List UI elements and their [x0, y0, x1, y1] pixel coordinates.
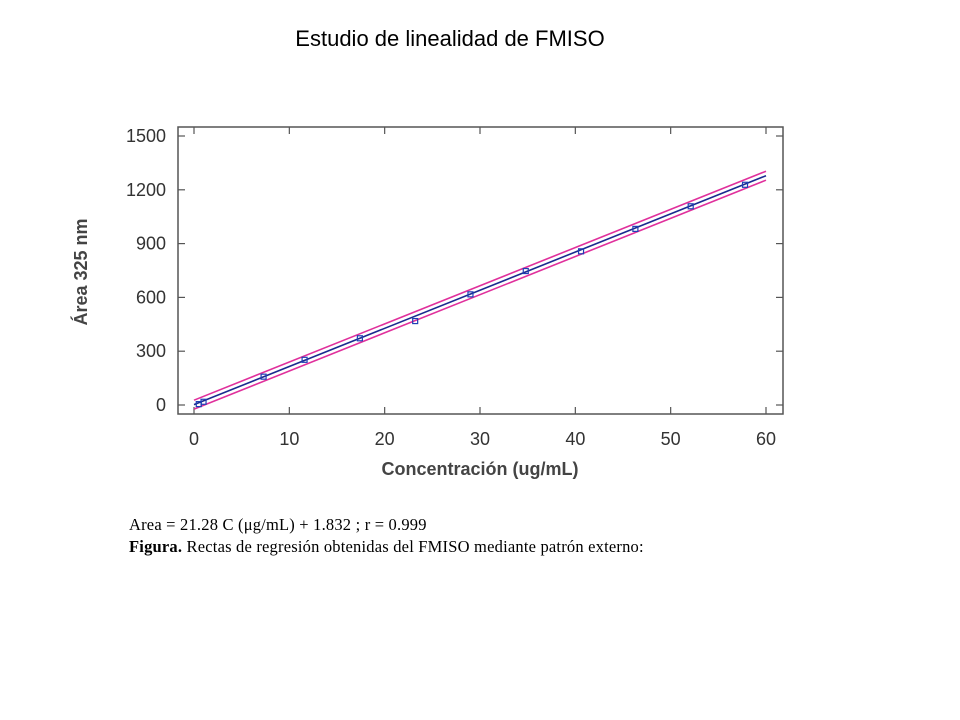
- figure-caption-block: Area = 21.28 C (μg/mL) + 1.832 ; r = 0.9…: [129, 514, 829, 558]
- data-point: [522, 267, 529, 275]
- y-tick-label: 900: [136, 234, 166, 254]
- data-point: [467, 291, 474, 298]
- figure-caption-line: Figura. Rectas de regresión obtenidas de…: [129, 536, 829, 558]
- regression-equation: Area = 21.28 C (μg/mL) + 1.832 ; r = 0.9…: [129, 515, 427, 534]
- x-tick-label: 50: [661, 429, 681, 449]
- x-tick-label: 60: [756, 429, 776, 449]
- data-point: [632, 225, 639, 232]
- x-tick-label: 40: [565, 429, 585, 449]
- data-point: [577, 248, 585, 255]
- confidence-band: [193, 170, 767, 410]
- regression-line: [193, 174, 767, 406]
- x-tick-label: 10: [279, 429, 299, 449]
- y-tick-label: 300: [136, 341, 166, 361]
- data-point: [260, 373, 267, 380]
- lower-limit-line: [193, 179, 767, 410]
- fit-line: [193, 174, 767, 406]
- data-points: [195, 181, 749, 408]
- y-tick-label: 1200: [126, 180, 166, 200]
- figure-caption-text: Rectas de regresión obtenidas del FMISO …: [186, 537, 644, 556]
- data-point: [301, 356, 308, 363]
- x-tick-label: 0: [189, 429, 199, 449]
- x-tick-label: 20: [375, 429, 395, 449]
- figure-label: Figura.: [129, 537, 183, 556]
- data-point: [200, 398, 207, 405]
- x-tick-label: 30: [470, 429, 490, 449]
- y-tick-label: 0: [156, 395, 166, 415]
- data-point: [687, 203, 694, 210]
- slide-title: Estudio de linealidad de FMISO: [295, 26, 605, 51]
- y-tick-label: 1500: [126, 126, 166, 146]
- data-point: [741, 181, 749, 188]
- data-point: [412, 317, 419, 325]
- y-tick-label: 600: [136, 287, 166, 307]
- y-axis-label: Área 325 nm: [70, 218, 91, 325]
- data-point: [356, 335, 363, 342]
- x-axis-label: Concentración (ug/mL): [382, 459, 579, 479]
- upper-limit-line: [193, 170, 767, 401]
